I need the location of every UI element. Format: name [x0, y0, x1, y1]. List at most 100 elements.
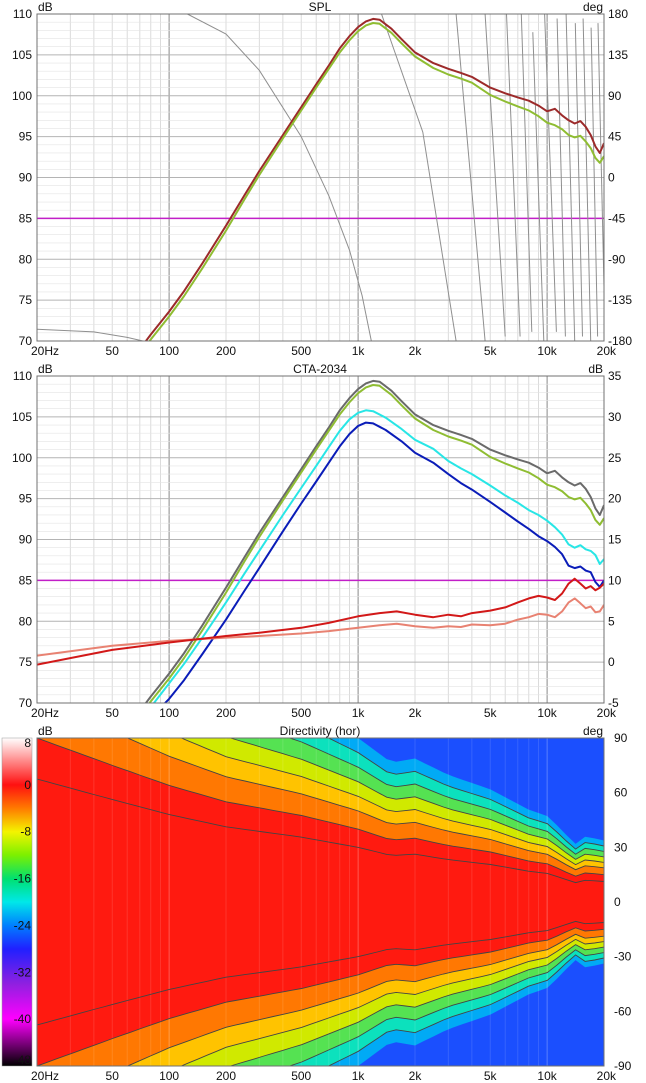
contour-line — [180, 738, 604, 866]
y-tick-label: 85 — [19, 211, 33, 225]
colorbar-ticks: 8 0 -8 -16 -24 -32 -40 -48 — [14, 736, 32, 1067]
spl-ylabel-right: deg — [583, 0, 603, 14]
cta-y2-ticks: -5 0 5 10 15 20 25 30 35 — [608, 369, 622, 710]
phase-line — [455, 14, 486, 341]
y-tick-label: 30 — [614, 840, 628, 854]
y-tick-label: -30 — [614, 950, 632, 964]
contour-line — [229, 738, 604, 860]
directivity-ylabel-right: deg — [583, 724, 603, 738]
y2-tick-label: 35 — [608, 369, 622, 383]
series-sound-power — [163, 421, 604, 703]
x-tick-label: 1k — [352, 344, 366, 358]
x-tick-label: 5k — [484, 706, 498, 720]
cta-marks — [37, 379, 604, 703]
x-tick-label: 500 — [291, 1069, 311, 1083]
y2-tick-label: 0 — [608, 655, 615, 669]
contour-line — [37, 738, 604, 877]
series-early-reflections — [152, 409, 604, 703]
y2-tick-label: 15 — [608, 533, 622, 547]
phase-line — [582, 18, 592, 341]
spl-chart: SPL dB deg 70 75 80 85 90 95 100 105 110 -180 -13… — [12, 0, 632, 358]
phase-line — [597, 23, 604, 287]
x-tick-label: 5k — [484, 344, 498, 358]
series-er-di — [37, 597, 604, 657]
directivity-y-ticks: -90 -60 -30 0 30 60 90 — [614, 731, 632, 1073]
spl-y-ticks: 70 75 80 85 90 95 100 105 110 — [12, 7, 32, 348]
y-tick-label: -90 — [614, 1059, 632, 1073]
y-tick-label: 90 — [614, 731, 628, 745]
cta-ylabel-right: dB — [588, 362, 603, 376]
phase-line — [187, 14, 372, 341]
x-tick-label: 50 — [106, 706, 120, 720]
contour-line — [37, 927, 604, 1066]
y2-tick-label: 5 — [608, 614, 615, 628]
y-tick-label: 80 — [19, 614, 33, 628]
x-tick-label: 500 — [291, 344, 311, 358]
spl-y2-ticks: -180 -135 -90 -45 0 45 90 135 180 — [608, 7, 632, 348]
directivity-ylabel-left: dB — [38, 724, 53, 738]
cta-y-ticks: 70 75 80 85 90 95 100 105 110 — [12, 369, 32, 710]
cta-title: CTA-2034 — [293, 362, 347, 376]
y-tick-label: 70 — [19, 696, 33, 710]
y-tick-label: 100 — [12, 89, 32, 103]
x-tick-label: 20Hz — [31, 1069, 59, 1083]
x-tick-label: 1k — [352, 706, 366, 720]
directivity-band — [358, 738, 604, 844]
x-tick-label: 20k — [597, 1069, 617, 1083]
contour-line — [288, 949, 604, 1066]
directivity-band — [358, 960, 604, 1066]
y2-tick-label: 180 — [608, 7, 628, 21]
contour-line — [327, 954, 604, 1066]
phase-line — [532, 32, 545, 341]
x-tick-label: 500 — [291, 706, 311, 720]
directivity-contours — [37, 738, 604, 1066]
phase-line — [565, 14, 576, 341]
contour-line — [126, 738, 604, 871]
x-tick-label: 20k — [597, 706, 617, 720]
x-tick-label: 200 — [216, 344, 236, 358]
y2-tick-label: 45 — [608, 130, 622, 144]
y2-tick-label: -135 — [608, 293, 632, 307]
phase-line — [520, 14, 533, 332]
y-tick-label: 80 — [19, 252, 33, 266]
x-tick-label: 200 — [216, 706, 236, 720]
phase-line — [37, 328, 146, 341]
y-tick-label: 75 — [19, 655, 33, 669]
y-tick-label: 105 — [12, 410, 32, 424]
y2-tick-label: -45 — [608, 211, 626, 225]
x-tick-label: 100 — [159, 344, 179, 358]
y-tick-label: 90 — [19, 171, 33, 185]
x-tick-label: 100 — [159, 706, 179, 720]
y-tick-label: 60 — [614, 786, 628, 800]
y-tick-label: 75 — [19, 293, 33, 307]
directivity-x-ticks: 20Hz 50 100 200 500 1k 2k 5k 10k 20k — [31, 1069, 617, 1083]
x-tick-label: 1k — [352, 1069, 366, 1083]
y-tick-label: 85 — [19, 573, 33, 587]
phase-line — [574, 23, 583, 337]
y-tick-label: 100 — [12, 451, 32, 465]
contour-line — [37, 778, 604, 884]
x-tick-label: 100 — [159, 1069, 179, 1083]
x-tick-label: 10k — [537, 344, 557, 358]
y-tick-label: -60 — [614, 1004, 632, 1018]
directivity-grid — [37, 738, 604, 1066]
cta-x-ticks: 20Hz 50 100 200 500 1k 2k 5k 10k 20k — [31, 706, 617, 720]
spl-marks — [37, 14, 604, 341]
cta-ylabel-left: dB — [38, 362, 53, 376]
x-tick-label: 200 — [216, 1069, 236, 1083]
x-tick-label: 5k — [484, 1069, 498, 1083]
phase-line — [484, 14, 506, 337]
phase-line — [506, 14, 521, 337]
y2-tick-label: 135 — [608, 48, 628, 62]
colorbar-tick-label: -8 — [20, 825, 31, 839]
contour-line — [288, 738, 604, 855]
colorbar-tick-label: 8 — [24, 736, 31, 750]
y-tick-label: 70 — [19, 334, 33, 348]
cta-grid — [36, 375, 605, 704]
x-tick-label: 10k — [537, 706, 557, 720]
spl-x-ticks: 20Hz 50 100 200 500 1k 2k 5k 10k 20k — [31, 344, 617, 358]
phase-line — [590, 27, 599, 337]
colorbar-tick-label: -32 — [14, 965, 32, 979]
